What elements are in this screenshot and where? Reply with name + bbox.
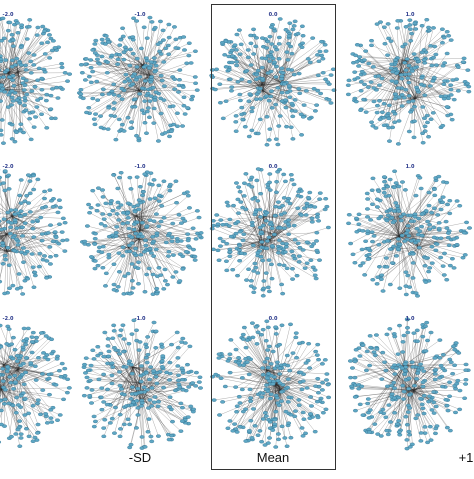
mean-column-frame (211, 4, 336, 470)
panel-label: 1.0 (406, 12, 415, 18)
panel-label: 0.0 (269, 164, 278, 170)
panel-label: -2.0 (3, 12, 14, 18)
panel-label: -2.0 (3, 316, 14, 322)
network-graph (77, 16, 199, 142)
network-graph (346, 18, 471, 145)
panel-label: -1.0 (135, 12, 146, 18)
network-graph (0, 17, 72, 145)
panel-label: 1.0 (406, 316, 415, 322)
network-graph (82, 319, 203, 450)
column-label: -SD (129, 450, 151, 465)
network-graph (0, 319, 72, 447)
panel-label: -1.0 (135, 164, 146, 170)
network-graph (346, 170, 471, 298)
panel-label: 0.0 (269, 316, 278, 322)
panel-label: 1.0 (406, 164, 415, 170)
network-graph (0, 168, 69, 296)
panel-label: -2.0 (3, 164, 14, 170)
column-label: +1 (459, 450, 474, 465)
column-label: Mean (257, 450, 290, 465)
panel-label: 0.0 (269, 12, 278, 18)
panel-label: -1.0 (135, 316, 146, 322)
network-graph (80, 171, 203, 296)
network-graph (348, 318, 470, 451)
